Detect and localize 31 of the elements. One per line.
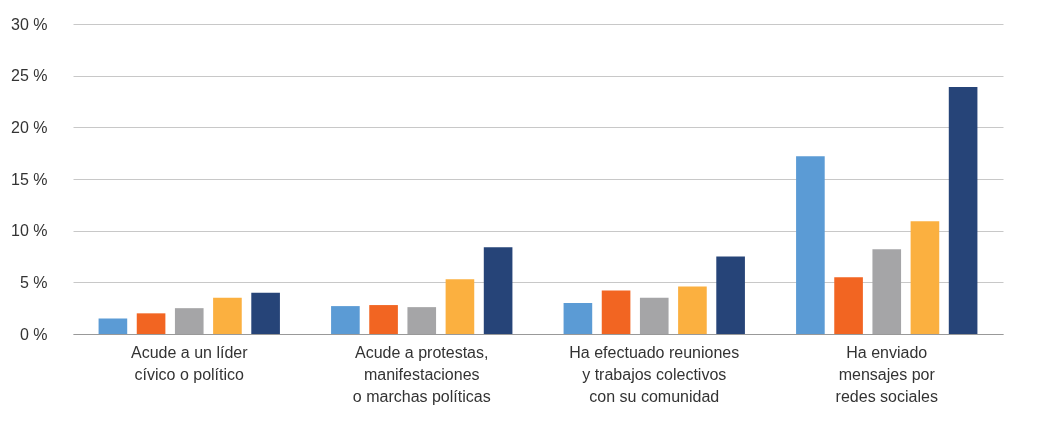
bar (910, 221, 940, 334)
bar (445, 279, 475, 334)
y-tick-label: 15 % (11, 170, 48, 188)
y-tick-label: 30 % (11, 15, 48, 33)
y-tick-label: 5 % (19, 273, 48, 291)
bar (331, 306, 360, 334)
x-tick-label: Acude a un líder cívico o político (130, 343, 249, 383)
bar (639, 297, 669, 334)
bar (483, 247, 513, 334)
bar (678, 286, 707, 334)
y-tick-label: 25 % (11, 67, 48, 85)
x-tick-label: Acude a protestas, manifestaciones o marchas políticas (352, 343, 491, 405)
bar (716, 256, 745, 334)
bar (796, 156, 825, 334)
bar (563, 303, 593, 334)
bar (213, 297, 242, 334)
y-tick-label: 0 % (19, 325, 48, 343)
x-tick-label: Ha efectuado reuniones y trabajos colectivos con su comunidad (569, 343, 740, 405)
bar (251, 292, 280, 334)
x-tick-label: Ha enviado mensajes por redes sociales (835, 343, 938, 405)
bar (136, 313, 166, 334)
bar (834, 277, 863, 334)
y-tick-label: 20 % (11, 118, 48, 136)
bar (174, 308, 204, 334)
bar (948, 87, 978, 334)
bar (601, 290, 631, 334)
bar (98, 318, 128, 334)
bar (369, 305, 398, 334)
y-tick-label: 10 % (11, 222, 48, 240)
bar (872, 249, 902, 334)
bar (407, 307, 437, 334)
